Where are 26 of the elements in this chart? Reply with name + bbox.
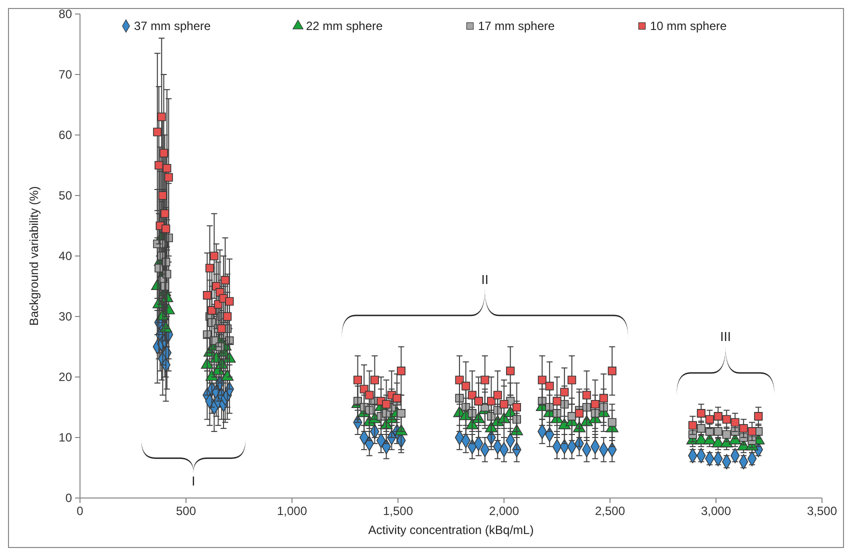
legend-label: 17 mm sphere xyxy=(478,19,556,33)
x-tick-label: 0 xyxy=(76,504,84,518)
x-tick-label: 2,000 xyxy=(488,504,520,518)
x-tick-label: 1,000 xyxy=(276,504,308,518)
x-tick-label: 3,000 xyxy=(700,504,732,518)
annotation: II xyxy=(481,272,489,287)
y-tick-label: 30 xyxy=(58,310,72,324)
y-tick-label: 80 xyxy=(58,7,72,21)
legend-label: 10 mm sphere xyxy=(650,19,728,33)
y-tick-label: 70 xyxy=(58,68,72,82)
y-tick-label: 40 xyxy=(58,249,72,263)
x-axis-title: Activity concentration (kBq/mL) xyxy=(368,523,534,537)
x-tick-label: 3,500 xyxy=(806,504,838,518)
y-tick-label: 60 xyxy=(58,128,72,142)
y-tick-label: 0 xyxy=(65,491,72,505)
annotation: I xyxy=(192,473,196,488)
x-tick-label: 1,500 xyxy=(382,504,414,518)
y-tick-label: 10 xyxy=(58,430,72,444)
annotation: III xyxy=(720,329,731,344)
y-axis-title: Background variability (%) xyxy=(27,186,41,326)
y-tick-label: 50 xyxy=(58,188,72,202)
legend-label: 22 mm sphere xyxy=(306,19,384,33)
legend-label: 37 mm sphere xyxy=(134,19,212,33)
y-tick-label: 20 xyxy=(58,370,72,384)
x-tick-label: 2,500 xyxy=(594,504,626,518)
x-tick-label: 500 xyxy=(176,504,196,518)
